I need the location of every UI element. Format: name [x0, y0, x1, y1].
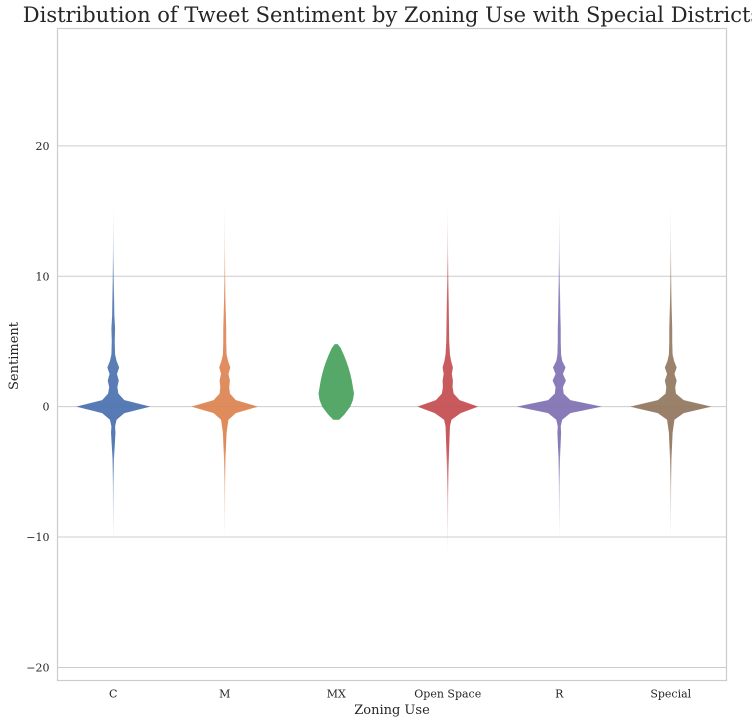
y-tick-label: −10 — [26, 531, 49, 544]
y-tick-label: 10 — [36, 270, 50, 283]
x-tick-label: MX — [327, 688, 346, 701]
gridlines — [57, 145, 727, 668]
y-tick-label: 0 — [43, 401, 50, 414]
y-axis-label: Sentiment — [7, 321, 22, 390]
x-axis-label: Zoning Use — [354, 703, 430, 718]
y-tick-label: 20 — [36, 140, 50, 153]
x-tick-label: R — [555, 688, 564, 701]
x-tick-label: M — [219, 688, 230, 701]
x-tick-label: Special — [650, 688, 691, 701]
violin-special — [630, 211, 712, 538]
x-axis-ticks: C M MX Open Space R Special — [109, 688, 692, 701]
x-tick-label: Open Space — [414, 688, 481, 701]
y-tick-label: −20 — [26, 661, 49, 674]
violin-c — [76, 211, 151, 538]
y-axis-ticks: −20 −10 0 10 20 — [26, 140, 49, 675]
violin-r — [516, 211, 602, 538]
violins — [76, 211, 712, 551]
violin-open-space — [417, 211, 479, 551]
violin-mx — [318, 344, 355, 420]
violin-m — [191, 211, 259, 538]
x-tick-label: C — [109, 688, 117, 701]
plot-frame — [56, 27, 728, 682]
chart-title: Distribution of Tweet Sentiment by Zonin… — [23, 3, 752, 27]
